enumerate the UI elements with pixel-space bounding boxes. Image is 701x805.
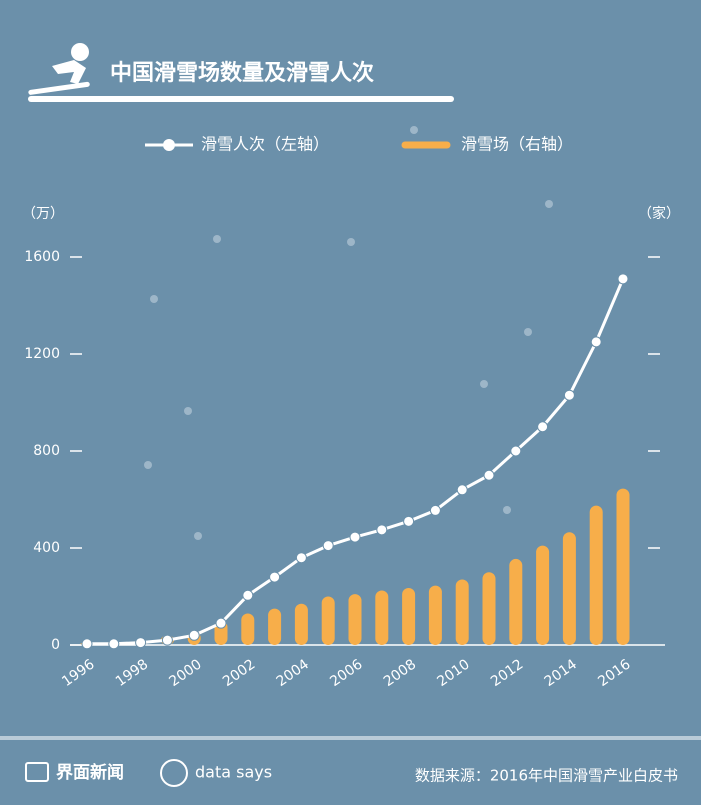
- title-underline: [28, 96, 454, 102]
- bar: [536, 545, 550, 645]
- brand-icon: [25, 762, 49, 782]
- line-point: [403, 515, 415, 527]
- bar: [241, 613, 255, 645]
- line-point: [376, 524, 388, 536]
- line-point: [537, 421, 549, 433]
- line-point: [108, 638, 120, 650]
- line-point: [510, 445, 522, 457]
- y-tick-label: 800: [33, 443, 60, 459]
- line-point: [135, 637, 147, 649]
- line-point: [81, 638, 93, 650]
- line-point: [161, 634, 173, 646]
- bar: [589, 505, 603, 645]
- chart-title: 中国滑雪场数量及滑雪人次: [110, 60, 374, 86]
- bar: [509, 558, 523, 645]
- y-tick-label: 400: [33, 540, 60, 556]
- footer-source: 数据来源：2016年中国滑雪产业白皮书: [415, 767, 678, 785]
- bar: [321, 596, 335, 645]
- line-point: [429, 504, 441, 516]
- legend-label: 滑雪场（右轴）: [461, 135, 573, 154]
- snow: [144, 126, 553, 540]
- bar: [482, 572, 496, 645]
- bar: [455, 579, 469, 645]
- footer-brand: 界面新闻: [56, 762, 124, 783]
- line-point: [188, 629, 200, 641]
- y-tick-label: 1600: [24, 249, 60, 265]
- footer-divider: [0, 736, 701, 740]
- line-point: [456, 484, 468, 496]
- line-point: [617, 273, 629, 285]
- line-point: [349, 531, 361, 543]
- y-tick-label: 1200: [24, 346, 60, 362]
- legend-swatch-dot: [163, 139, 175, 151]
- y-tick-label: 0: [51, 637, 60, 653]
- data-says-icon: [160, 759, 188, 787]
- y2-unit: （家）: [638, 205, 680, 222]
- bar: [428, 585, 442, 645]
- line-point: [590, 336, 602, 348]
- bar: [348, 594, 362, 645]
- bar: [268, 608, 282, 645]
- line-point: [322, 540, 334, 552]
- bar: [402, 588, 416, 645]
- line-point: [242, 589, 254, 601]
- legend-label: 滑雪人次（左轴）: [201, 135, 329, 154]
- skier-icon: [28, 43, 90, 95]
- line-point: [269, 571, 281, 583]
- bar: [616, 488, 630, 645]
- y-unit: （万）: [22, 206, 64, 222]
- line-point: [295, 552, 307, 564]
- bar: [375, 590, 389, 645]
- line-point: [563, 389, 575, 401]
- line-point: [215, 617, 227, 629]
- footer-brand2: data says: [195, 763, 272, 782]
- bar: [562, 532, 576, 645]
- bar: [294, 603, 308, 645]
- line-point: [483, 469, 495, 481]
